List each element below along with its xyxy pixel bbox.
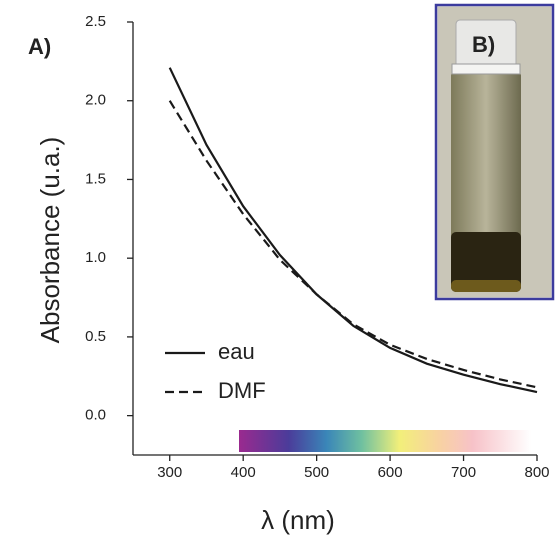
y-tick-label: 1.5 [85,170,106,187]
legend-label: DMF [218,378,266,403]
line [168,67,538,394]
spectrum-bar [239,430,531,452]
x-tick-label: 500 [304,464,329,481]
y-tick-label: 0.5 [85,328,106,345]
y-tick-label: 0.0 [85,407,106,424]
vial-photo [434,3,555,301]
y-axis-label: Absorbance (u.a.) [35,137,65,344]
x-tick-label: 700 [451,464,476,481]
y-tick-label: 2.5 [85,13,106,30]
panel-label: B) [472,32,495,57]
y-tick-label: 1.0 [85,249,106,266]
x-tick-label: 400 [231,464,256,481]
line [168,100,538,389]
legend-label: eau [218,339,255,364]
x-tick-label: 600 [378,464,403,481]
x-axis-label: λ (nm) [261,505,335,535]
y-tick-label: 2.0 [85,92,106,109]
panel-label: A) [28,34,51,59]
x-tick-label: 800 [524,464,549,481]
x-tick-label: 300 [157,464,182,481]
